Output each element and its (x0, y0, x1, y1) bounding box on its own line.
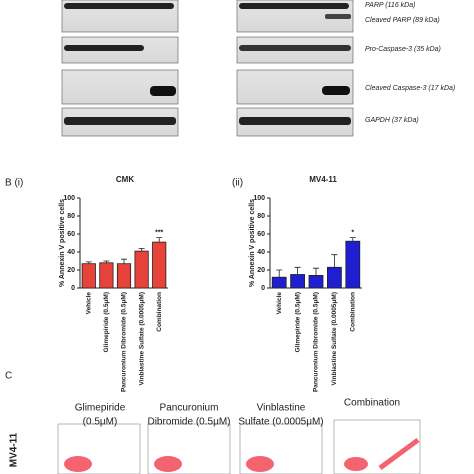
bar (116, 263, 132, 289)
y-tick-label: 100 (63, 195, 75, 202)
error-bar (85, 261, 92, 264)
x-tick-label: Combination (156, 292, 163, 332)
bar (152, 241, 167, 289)
y-tick-label: 20 (257, 267, 265, 274)
chart-title: MV4-11 (309, 175, 337, 184)
x-tick-label: Vinblastine Sulfate (0.0005μM) (331, 292, 338, 385)
y-tick-label: 80 (67, 213, 75, 220)
y-tick-label: 40 (257, 249, 265, 256)
blot-label: Pro-Caspase-3 (35 kDa) (365, 46, 441, 53)
x-tick-label: Glimepiride (0.5μM) (294, 292, 301, 352)
error-bar (349, 237, 356, 242)
flow-condition-label: Vinblastine (257, 403, 306, 414)
y-axis-label: % Annexin V positive cells (249, 199, 256, 287)
y-tick-label: 60 (67, 231, 75, 238)
bar (134, 250, 149, 289)
y-tick-label: 80 (257, 213, 265, 220)
bar (99, 262, 114, 289)
x-tick-label: Vehicle (86, 292, 93, 315)
error-bar (121, 258, 127, 264)
significance-label: * (351, 229, 354, 236)
x-tick-label: Glimepiride (0.5μM) (103, 292, 110, 352)
chart-title: CMK (116, 175, 134, 184)
error-bar (138, 248, 145, 252)
y-axis-label: % Annexin V positive cells (59, 199, 66, 287)
blot-label: Cleaved Caspase-3 (17 kDa) (365, 85, 455, 92)
panel-label: B (i) (5, 178, 23, 189)
error-bar (294, 266, 301, 275)
y-tick-label: 0 (71, 285, 75, 292)
blot-label: GAPDH (37 kDa) (365, 117, 419, 124)
x-tick-label: Combination (350, 292, 357, 332)
flow-condition-label: Combination (344, 398, 400, 409)
blot-label: Cleaved PARP (89 kDa) (365, 17, 440, 24)
y-tick-label: 0 (261, 285, 265, 292)
x-tick-label: Pancuronium Dibromide (0.5μM) (121, 292, 128, 392)
bar (290, 274, 305, 289)
bar (271, 276, 287, 289)
western-blots (61, 0, 354, 137)
error-bar (156, 237, 163, 243)
panel-label: C (5, 371, 12, 382)
flow-condition-label: Sulfate (0.0005μM) (238, 417, 323, 428)
error-bar (103, 260, 110, 263)
error-bar (313, 267, 319, 276)
significance-label: *** (155, 229, 163, 236)
flow-condition-label: Pancuronium (160, 403, 219, 414)
x-tick-label: Pancuronium Dibromide (0.5μM) (313, 292, 320, 392)
bar (345, 240, 361, 289)
x-tick-label: Vehicle (276, 292, 283, 315)
y-tick-label: 100 (253, 195, 265, 202)
flow-plots (57, 419, 421, 474)
blot-label: PARP (116 kDa) (365, 2, 415, 9)
flow-condition-label: Glimepiride (75, 403, 126, 414)
flow-condition-label: (0.5μM) (83, 417, 118, 428)
flow-condition-label: Dibromide (0.5μM) (147, 417, 230, 428)
bar (81, 263, 96, 289)
x-tick-label: Vinblastine Sulfate (0.0005μM) (138, 292, 145, 385)
bar (327, 266, 342, 289)
error-bar (276, 269, 283, 278)
flow-row-label: MV4-11 (9, 432, 20, 467)
y-tick-label: 60 (257, 231, 265, 238)
panel-label: (ii) (232, 178, 243, 189)
y-tick-label: 20 (67, 267, 75, 274)
bar (308, 274, 324, 289)
y-tick-label: 40 (67, 249, 75, 256)
error-bar (331, 254, 338, 268)
